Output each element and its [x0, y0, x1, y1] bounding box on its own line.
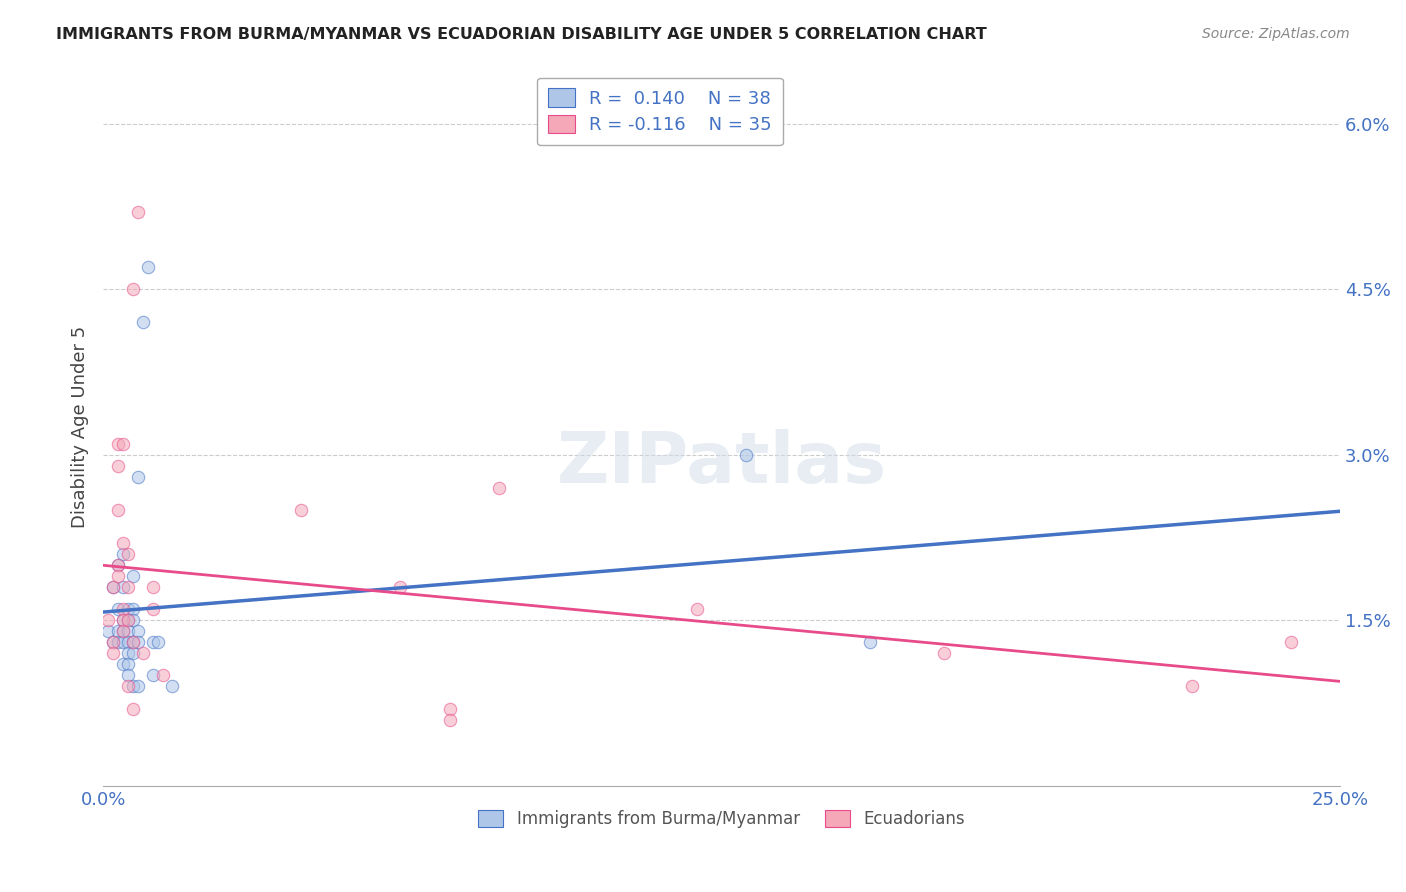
Text: Source: ZipAtlas.com: Source: ZipAtlas.com [1202, 27, 1350, 41]
Point [132, 315, 155, 329]
Point [127, 680, 149, 694]
Point [121, 646, 143, 660]
Point [121, 701, 143, 715]
Point [117, 624, 139, 639]
Point [111, 436, 134, 450]
Point [117, 613, 139, 627]
Point [152, 668, 174, 682]
Point [934, 646, 956, 660]
Point [101, 635, 124, 649]
Text: ZIPatlas: ZIPatlas [557, 428, 887, 498]
Point [111, 613, 134, 627]
Point [389, 580, 412, 594]
Point [117, 646, 139, 660]
Legend: Immigrants from Burma/Myanmar, Ecuadorians: Immigrants from Burma/Myanmar, Ecuadoria… [472, 804, 972, 835]
Point [162, 680, 184, 694]
Point [117, 668, 139, 682]
Point [142, 668, 165, 682]
Point [488, 481, 510, 495]
Y-axis label: Disability Age Under 5: Disability Age Under 5 [72, 326, 89, 528]
Point [146, 635, 169, 649]
Point [136, 260, 159, 274]
Point [117, 580, 139, 594]
Point [111, 635, 134, 649]
Point [735, 448, 758, 462]
Point [111, 613, 134, 627]
Point [107, 635, 129, 649]
Point [127, 624, 149, 639]
Point [859, 635, 882, 649]
Point [107, 558, 129, 573]
Point [117, 547, 139, 561]
Point [111, 580, 134, 594]
Point [686, 602, 709, 616]
Point [121, 635, 143, 649]
Point [101, 580, 124, 594]
Point [101, 580, 124, 594]
Point [111, 547, 134, 561]
Point [111, 624, 134, 639]
Point [107, 503, 129, 517]
Point [127, 205, 149, 219]
Point [127, 470, 149, 484]
Point [121, 613, 143, 627]
Point [290, 503, 312, 517]
Point [1181, 680, 1204, 694]
Point [1279, 635, 1302, 649]
Point [111, 657, 134, 672]
Point [101, 635, 124, 649]
Point [142, 635, 165, 649]
Point [107, 624, 129, 639]
Point [121, 680, 143, 694]
Point [142, 602, 165, 616]
Point [107, 569, 129, 583]
Point [111, 602, 134, 616]
Point [97, 613, 120, 627]
Text: IMMIGRANTS FROM BURMA/MYANMAR VS ECUADORIAN DISABILITY AGE UNDER 5 CORRELATION C: IMMIGRANTS FROM BURMA/MYANMAR VS ECUADOR… [56, 27, 987, 42]
Point [117, 602, 139, 616]
Point [127, 635, 149, 649]
Point [117, 635, 139, 649]
Point [111, 536, 134, 550]
Point [101, 646, 124, 660]
Point [121, 635, 143, 649]
Point [107, 602, 129, 616]
Point [117, 680, 139, 694]
Point [439, 713, 461, 727]
Point [97, 624, 120, 639]
Point [132, 646, 155, 660]
Point [117, 613, 139, 627]
Point [107, 436, 129, 450]
Point [121, 282, 143, 296]
Point [121, 602, 143, 616]
Point [107, 558, 129, 573]
Point [439, 701, 461, 715]
Point [117, 657, 139, 672]
Point [142, 580, 165, 594]
Point [107, 458, 129, 473]
Point [121, 569, 143, 583]
Point [111, 624, 134, 639]
